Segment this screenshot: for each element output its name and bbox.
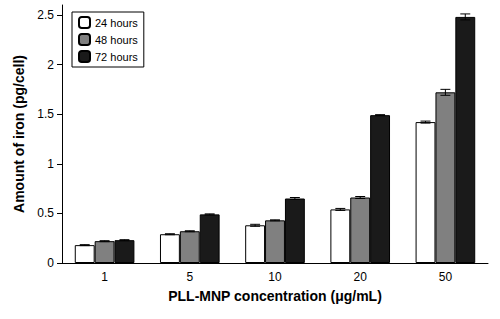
svg-text:10: 10 (268, 270, 282, 284)
svg-text:48 hours: 48 hours (95, 34, 138, 46)
svg-text:0: 0 (47, 256, 54, 270)
svg-text:PLL-MNP concentration (μg/mL): PLL-MNP concentration (μg/mL) (168, 288, 382, 304)
svg-text:2.5: 2.5 (37, 8, 54, 22)
svg-text:72 hours: 72 hours (95, 51, 138, 63)
svg-text:2: 2 (47, 58, 54, 72)
svg-text:24 hours: 24 hours (95, 17, 138, 29)
svg-text:1: 1 (47, 157, 54, 171)
svg-text:1: 1 (101, 270, 108, 284)
svg-text:1.5: 1.5 (37, 107, 54, 121)
svg-text:50: 50 (439, 270, 453, 284)
svg-text:20: 20 (354, 270, 368, 284)
svg-text:0.5: 0.5 (37, 206, 54, 220)
svg-text:Amount of iron (pg/cell): Amount of iron (pg/cell) (11, 55, 27, 213)
svg-text:5: 5 (186, 270, 193, 284)
